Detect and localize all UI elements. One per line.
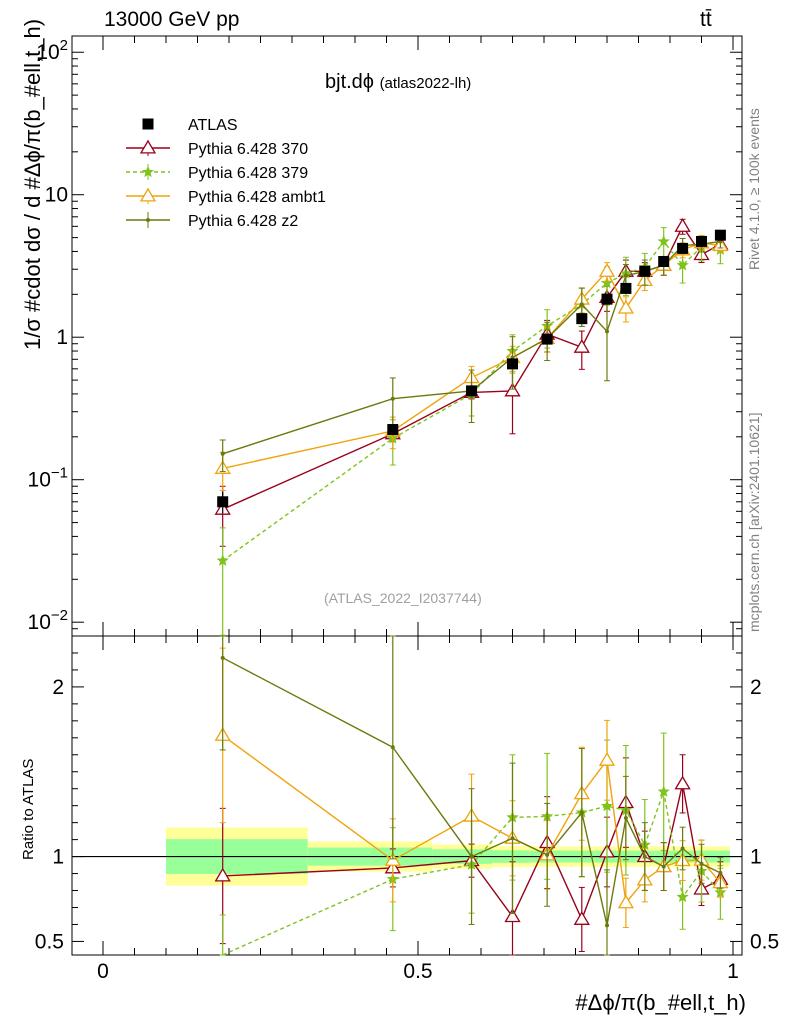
data-marker [601, 293, 613, 305]
legend-label: Pythia 6.428 379 [188, 165, 308, 182]
data-marker [545, 852, 550, 857]
data-marker [390, 396, 395, 401]
legend-entry: Pythia 6.428 z2 [126, 212, 298, 230]
series-atlas [217, 229, 726, 514]
data-marker [139, 139, 157, 154]
data-marker [605, 329, 609, 334]
legend-label: Pythia 6.428 370 [188, 141, 308, 158]
data-marker [676, 890, 689, 903]
y-tick-label: 10−1 [28, 465, 68, 492]
y-axis-title: 1/σ #cdot dσ / d #Δϕ/π(b_#ell,t_h) [20, 18, 45, 350]
data-marker [466, 385, 478, 397]
x-tick-label: 0.5 [403, 960, 432, 983]
rivet-label: Rivet 4.1.0, ≥ 100k events [746, 108, 762, 270]
data-marker [617, 299, 635, 314]
data-marker [217, 496, 229, 508]
energy-label: 13000 GeV pp [104, 8, 240, 31]
data-marker [714, 229, 726, 241]
ratio-plot-frame [71, 635, 743, 956]
data-marker [220, 451, 225, 456]
data-marker [573, 338, 590, 353]
data-marker [142, 118, 154, 130]
data-marker [680, 846, 685, 851]
y-axis-ticks [72, 51, 742, 637]
ratio-series-pythia-6-428-z2 [219, 635, 724, 956]
process-label: tt̄ [700, 8, 712, 31]
data-marker [598, 263, 616, 277]
ratio-axis-title: Ratio to ATLAS [20, 758, 37, 860]
mcplots-label: mcplots.cern.ch [arXiv:2401.10621] [746, 412, 762, 632]
data-marker [658, 255, 670, 267]
ratio-tick-label: 2 [52, 676, 64, 699]
data-marker [657, 785, 670, 797]
data-marker [623, 816, 628, 821]
data-marker [579, 810, 584, 815]
data-marker [146, 218, 150, 222]
data-marker [699, 861, 704, 866]
x-tick-label: 1 [727, 960, 739, 983]
analysis-tag: (ATLAS_2022_I2037744) [324, 590, 482, 606]
data-marker [214, 867, 231, 882]
data-marker [504, 908, 521, 923]
y-tick-label: 1 [56, 326, 68, 349]
data-marker [504, 382, 521, 397]
data-marker [676, 258, 689, 271]
data-marker [623, 273, 628, 278]
data-marker [677, 242, 689, 254]
data-marker [579, 302, 584, 307]
data-marker [510, 836, 515, 841]
data-marker [657, 235, 670, 247]
data-marker [661, 864, 666, 869]
data-marker [639, 265, 651, 277]
data-marker [573, 911, 590, 925]
legend-entry: Pythia 6.428 370 [126, 139, 308, 158]
data-marker [674, 775, 691, 790]
legend-label: Pythia 6.428 ambt1 [188, 189, 326, 206]
data-marker [620, 282, 632, 294]
main-plot-frame [71, 35, 743, 637]
data-marker [139, 187, 157, 202]
data-marker [718, 870, 723, 875]
data-marker [600, 799, 614, 812]
legend: ATLAS Pythia 6.428 370 Pythia 6.428 379 Pyt… [126, 117, 326, 230]
data-marker [220, 655, 225, 660]
legend-entry: ATLAS [142, 117, 238, 134]
data-marker [605, 923, 609, 928]
data-marker [576, 313, 588, 325]
ratio-tick-label: 1 [52, 846, 64, 869]
legend-label: Pythia 6.428 z2 [188, 213, 298, 230]
data-marker [674, 218, 691, 232]
data-marker [600, 276, 614, 289]
legend-entry: Pythia 6.428 379 [126, 164, 308, 182]
ratio-tick-label-right: 2 [750, 676, 762, 699]
data-marker [617, 894, 635, 909]
data-marker [387, 424, 399, 436]
data-marker [507, 358, 518, 370]
ratio-tick-label-right: 0.5 [750, 930, 779, 953]
data-marker [642, 854, 647, 859]
ratio-tick-label: 0.5 [35, 930, 64, 953]
data-marker [469, 854, 474, 859]
data-marker [696, 235, 707, 247]
y-tick-label: 10 [45, 184, 68, 207]
legend-entry: Pythia 6.428 ambt1 [126, 187, 326, 206]
data-marker [541, 333, 553, 345]
x-axis-title: #Δϕ/π(b_#ell,t_h) [575, 990, 746, 1015]
y-tick-label: 10−2 [28, 607, 68, 634]
x-tick-label: 0 [97, 960, 109, 983]
data-marker [141, 165, 155, 178]
ratio-tick-label-right: 1 [750, 846, 762, 869]
chart-title: bjt.dϕ (atlas2022-lh) [325, 71, 471, 93]
legend-label: ATLAS [188, 117, 238, 134]
data-marker [598, 751, 616, 766]
data-marker [390, 745, 395, 750]
data-marker [216, 554, 229, 566]
